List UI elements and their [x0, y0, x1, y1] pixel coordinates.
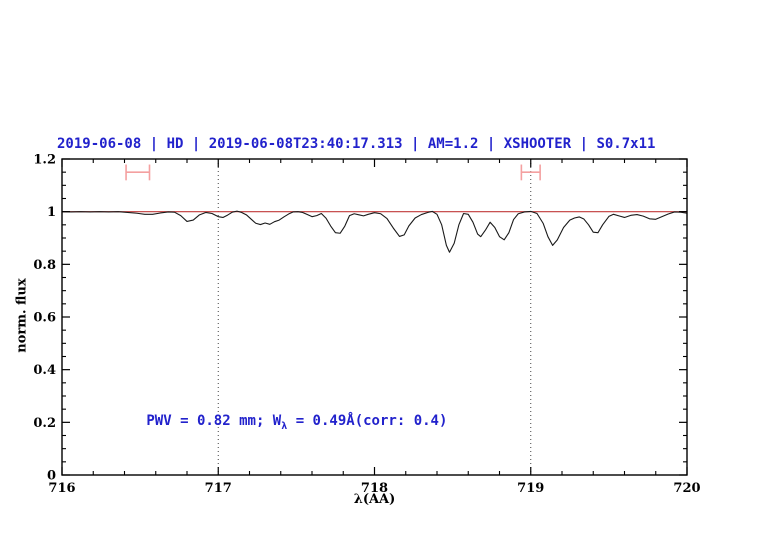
plot-title: 2019-06-08 | HD | 2019-06-08T23:40:17.31… — [57, 136, 656, 152]
y-tick-label: 0.8 — [33, 258, 56, 273]
x-axis-title: λ(AA) — [353, 492, 396, 507]
pwv-annotation-part1: PWV = 0.82 mm; W — [146, 413, 282, 430]
y-tick-label: 1.2 — [33, 153, 56, 168]
y-tick-label: 0 — [47, 469, 56, 484]
y-axis-title: norm. flux — [14, 278, 30, 353]
pwv-annotation-part2: = 0.49Å(corr: 0.4) — [287, 413, 448, 430]
pwv-annotation: PWV = 0.82 mm; Wλ = 0.49Å(corr: 0.4) — [146, 413, 448, 433]
x-tick-label: 717 — [205, 481, 232, 496]
y-tick-label: 0.2 — [33, 416, 56, 431]
x-tick-label: 720 — [673, 481, 700, 496]
y-tick-label: 1 — [47, 205, 56, 220]
x-tick-label: 716 — [48, 481, 75, 496]
y-tick-label: 0.4 — [33, 363, 56, 378]
y-tick-label: 0.6 — [33, 311, 56, 326]
spectrum-curve — [61, 210, 688, 253]
x-tick-label: 719 — [517, 481, 544, 496]
x-tick-label: 718 — [361, 481, 388, 496]
pwv-annotation-subscript: λ — [281, 421, 288, 433]
